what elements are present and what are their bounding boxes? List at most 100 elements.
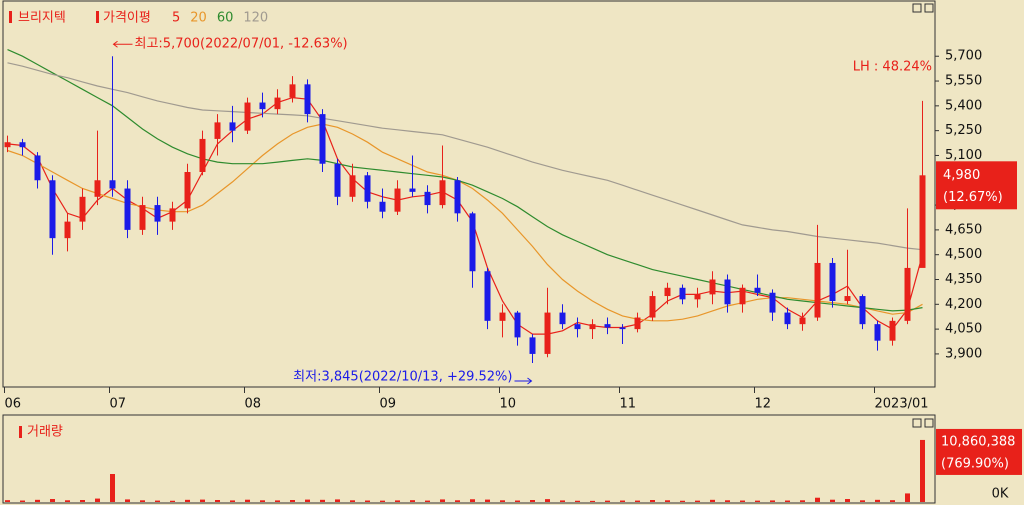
- candle-body: [109, 180, 116, 189]
- volume-bar: [350, 500, 355, 502]
- y-tick-label: 5,400: [945, 98, 982, 113]
- candle-body: [679, 287, 686, 300]
- volume-bar: [35, 499, 40, 502]
- candle-body: [199, 138, 206, 172]
- y-tick-label: 4,650: [945, 222, 982, 237]
- candle-body: [499, 312, 506, 321]
- volume-bar: [365, 500, 370, 502]
- annotation-arrow: [112, 40, 133, 48]
- candle-body: [64, 221, 71, 239]
- volume-bar: [170, 500, 175, 502]
- volume-bar: [875, 499, 880, 502]
- volume-bar: [650, 500, 655, 502]
- x-tick-label: 08: [245, 397, 262, 412]
- volume-bar: [920, 439, 925, 502]
- volume-bar: [200, 499, 205, 502]
- volume-bar: [710, 499, 715, 502]
- volume-bar: [245, 499, 250, 502]
- volume-bar: [455, 500, 460, 502]
- legend-entry: 20: [190, 11, 207, 26]
- volume-bar: [50, 499, 55, 502]
- candle-body: [544, 312, 551, 354]
- candle-body: [229, 122, 236, 131]
- candle-body: [364, 175, 371, 202]
- candle-body: [94, 180, 101, 197]
- candle-body: [694, 294, 701, 300]
- candle-body: [349, 175, 356, 197]
- candle-body: [634, 317, 641, 330]
- legend-entry: 120: [243, 11, 268, 26]
- panel-button[interactable]: [924, 3, 934, 13]
- y-tick-label: 4,350: [945, 272, 982, 287]
- candle-body: [34, 155, 41, 181]
- volume-bar: [695, 500, 700, 502]
- current-price: 4,980: [943, 168, 980, 183]
- candle-body: [274, 97, 281, 110]
- candle-body: [799, 317, 806, 325]
- candle-body: [484, 271, 491, 321]
- x-tick-label: 10: [500, 397, 517, 412]
- volume-box: [936, 428, 1022, 475]
- volume-bar: [410, 500, 415, 502]
- volume-bar: [95, 498, 100, 502]
- annotation-arrow: [514, 377, 533, 385]
- volume-panel: [2, 414, 936, 504]
- volume-bar: [155, 500, 160, 502]
- candle-body: [124, 188, 131, 230]
- candle-body: [409, 188, 416, 192]
- legend-entry: 60: [217, 11, 234, 26]
- candle-body: [424, 191, 431, 206]
- candle-body: [559, 312, 566, 325]
- candle-body: [289, 84, 296, 98]
- legend-marker: [19, 426, 22, 438]
- candle-body: [604, 324, 611, 328]
- volume-bar: [800, 500, 805, 502]
- candle-body: [919, 175, 926, 268]
- volume-bar: [770, 500, 775, 502]
- volume-bar: [785, 500, 790, 502]
- volume-bar: [425, 500, 430, 502]
- price-panel: [2, 0, 936, 388]
- candle-body: [859, 296, 866, 325]
- candle-body: [319, 114, 326, 164]
- candle-body: [649, 296, 656, 318]
- panel-button[interactable]: [912, 3, 922, 13]
- candle-body: [454, 180, 461, 214]
- candle-body: [154, 205, 161, 222]
- candle-body: [244, 102, 251, 131]
- volume-bar: [185, 499, 190, 502]
- volume-bar: [290, 500, 295, 502]
- x-tick-label: 2023/01: [875, 397, 929, 412]
- panel-button[interactable]: [924, 418, 934, 428]
- ma-line: [7, 62, 923, 251]
- volume-bar: [440, 499, 445, 502]
- candle-body: [139, 205, 146, 230]
- volume-title: 거래량: [27, 425, 63, 440]
- volume-bar: [230, 500, 235, 502]
- y-tick-label: 3,900: [945, 346, 982, 361]
- volume-bar: [125, 499, 130, 502]
- candle-body: [259, 102, 266, 110]
- current-change: (12.67%): [943, 190, 1003, 205]
- y-tick-label: 5,700: [945, 49, 982, 64]
- volume-bar: [260, 500, 265, 502]
- candle-body: [334, 163, 341, 197]
- volume-bar: [5, 500, 10, 502]
- volume-bar: [815, 497, 820, 502]
- panel-button[interactable]: [912, 418, 922, 428]
- volume-bar: [725, 500, 730, 502]
- volume-change: (769.90%): [941, 456, 1009, 471]
- volume-bar: [665, 500, 670, 502]
- price-box: [936, 161, 1017, 210]
- y-tick-label: 5,100: [945, 148, 982, 163]
- volume-bar: [140, 500, 145, 502]
- candle-body: [169, 208, 176, 222]
- stock-name: 브리지텍: [18, 11, 66, 26]
- volume-bar: [65, 500, 70, 502]
- volume-bar: [860, 500, 865, 502]
- volume-bar: [620, 500, 625, 502]
- candle-body: [214, 122, 221, 139]
- x-tick-label: 11: [620, 397, 637, 412]
- legend-marker: [96, 11, 99, 23]
- candle-body: [754, 287, 761, 293]
